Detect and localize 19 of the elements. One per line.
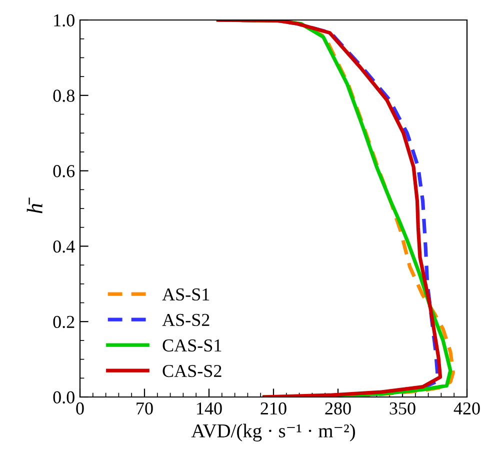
legend-label: CAS-S2 [162, 364, 222, 378]
legend-label: AS-S2 [162, 314, 210, 326]
y-tick-label: 0.6 [53, 165, 75, 178]
x-tick-label: 280 [325, 402, 351, 415]
x-tick-label: 210 [260, 402, 286, 415]
legend-label: CAS-S1 [162, 339, 222, 352]
legend-label: AS-S1 [162, 288, 210, 301]
y-tick-label: 0.4 [53, 240, 75, 253]
x-tick-label: 350 [390, 402, 416, 415]
y-axis-title: h̄ [26, 198, 42, 214]
y-tick-label: 1.0 [54, 14, 74, 27]
y-tick-label: 0.8 [53, 90, 74, 102]
x-tick-label: 420 [454, 402, 480, 415]
x-tick-label: 140 [197, 402, 222, 415]
x-axis-title: AVD/(kg · s⁻¹ · m⁻²) [191, 424, 355, 442]
y-tick-label: 0.2 [53, 316, 74, 328]
x-tick-label: 70 [136, 402, 153, 415]
y-tick-label: 0.0 [53, 391, 74, 404]
x-tick-label: 0 [76, 402, 84, 415]
